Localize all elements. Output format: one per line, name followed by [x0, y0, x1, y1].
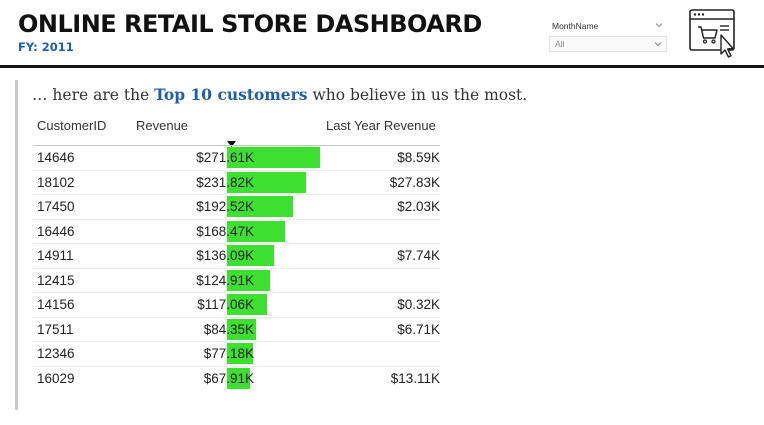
- customer-id-cell: 18102: [37, 174, 75, 190]
- customer-id-cell: 16446: [37, 223, 75, 239]
- last-year-revenue-cell: $7.74K: [397, 248, 440, 263]
- intro-suffix: who believe in us the most.: [307, 86, 528, 104]
- revenue-data-bar: [227, 294, 268, 315]
- customer-id-cell: 16029: [37, 370, 75, 386]
- last-year-revenue-cell: $13.11K: [390, 370, 440, 386]
- last-year-revenue-cell: $2.03K: [397, 199, 440, 214]
- table-row[interactable]: 18102 $231.82K $27.83K: [33, 169, 440, 195]
- revenue-cell: $84.35K: [203, 321, 254, 337]
- month-name-slicer[interactable]: MonthName All: [549, 16, 667, 54]
- customer-id-cell: 14646: [37, 150, 75, 165]
- revenue-data-bar: [227, 147, 320, 168]
- online-store-cart-icon: [688, 7, 740, 59]
- intro-text: … here are the Top 10 customers who beli…: [32, 85, 527, 104]
- revenue-cell: $67.91K: [203, 370, 254, 386]
- slicer-selected-value: All: [555, 39, 565, 49]
- intro-highlight: Top 10 customers: [154, 85, 308, 104]
- table-row[interactable]: 12415 $124.91K: [33, 267, 440, 293]
- revenue-data-bar: [227, 220, 285, 242]
- revenue-data-bar: [227, 171, 307, 193]
- revenue-data-bar: [227, 367, 251, 389]
- sort-descending-icon[interactable]: [227, 134, 236, 147]
- slicer-dropdown[interactable]: All: [549, 36, 667, 52]
- revenue-data-bar: [227, 318, 256, 340]
- revenue-cell: $77.18K: [203, 346, 254, 361]
- revenue-data-bar: [227, 269, 270, 291]
- slicer-title: MonthName: [552, 21, 599, 31]
- customer-id-cell: 12346: [37, 346, 75, 361]
- panel-accent-bar: [15, 80, 18, 410]
- intro-prefix: … here are the: [32, 86, 155, 104]
- table-row[interactable]: 17450 $192.52K $2.03K: [33, 194, 440, 219]
- revenue-cell: $168.47K: [196, 223, 254, 239]
- table-row[interactable]: 17511 $84.35K $6.71K: [33, 316, 440, 342]
- customer-id-cell: 14911: [37, 248, 74, 263]
- customer-id-cell: 17511: [37, 321, 74, 337]
- table-row[interactable]: 16029 $67.91K $13.11K: [33, 365, 440, 391]
- table-row[interactable]: 14156 $117.06K $0.32K: [33, 292, 440, 317]
- revenue-cell: $231.82K: [196, 174, 254, 190]
- column-header-customerid[interactable]: CustomerID: [37, 118, 107, 133]
- revenue-cell: $271.61K: [196, 150, 254, 165]
- customer-id-cell: 12415: [37, 272, 75, 288]
- last-year-revenue-cell: $0.32K: [397, 297, 440, 312]
- column-header-revenue[interactable]: Revenue: [136, 118, 189, 133]
- table-row[interactable]: 16446 $168.47K: [33, 218, 440, 244]
- chevron-down-icon[interactable]: [654, 40, 662, 48]
- table-row[interactable]: 14646 $271.61K $8.59K: [33, 145, 440, 170]
- customer-id-cell: 14156: [37, 297, 75, 312]
- table-row[interactable]: 12346 $77.18K: [33, 341, 440, 366]
- revenue-cell: $192.52K: [196, 199, 254, 214]
- customer-id-cell: 17450: [37, 199, 75, 214]
- revenue-cell: $124.91K: [196, 272, 254, 288]
- header-divider: [0, 65, 764, 68]
- revenue-data-bar: [227, 196, 293, 217]
- last-year-revenue-cell: $8.59K: [397, 150, 440, 165]
- revenue-cell: $136.09K: [196, 248, 254, 263]
- chevron-down-icon[interactable]: [655, 21, 663, 29]
- dashboard-title: ONLINE RETAIL STORE DASHBOARD: [18, 10, 482, 38]
- fiscal-year-label: FY: 2011: [18, 40, 74, 54]
- revenue-cell: $117.06K: [197, 297, 254, 312]
- last-year-revenue-cell: $27.83K: [389, 174, 440, 190]
- column-header-last-year-revenue[interactable]: Last Year Revenue: [326, 118, 436, 133]
- last-year-revenue-cell: $6.71K: [397, 321, 440, 337]
- top-customers-table: 14646 $271.61K $8.59K 18102 $231.82K $27.83K 1…: [33, 145, 440, 390]
- table-row[interactable]: 14911 $136.09K $7.74K: [33, 243, 440, 268]
- revenue-data-bar: [227, 343, 254, 364]
- revenue-data-bar: [227, 245, 274, 266]
